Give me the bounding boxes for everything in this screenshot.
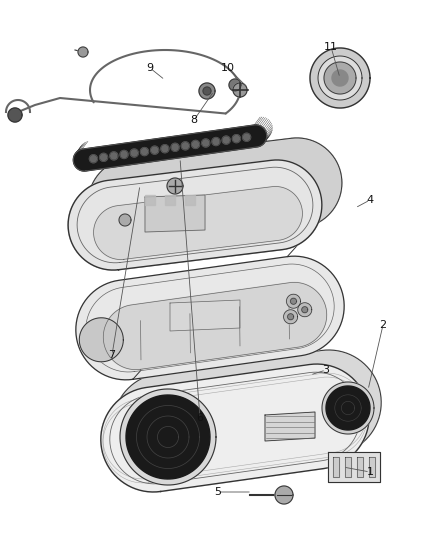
Polygon shape	[199, 83, 215, 99]
Polygon shape	[126, 395, 210, 479]
Polygon shape	[145, 195, 205, 232]
Text: 3: 3	[322, 365, 329, 375]
Polygon shape	[151, 146, 159, 154]
Polygon shape	[170, 300, 240, 331]
Text: 5: 5	[215, 487, 222, 497]
Polygon shape	[290, 298, 297, 304]
Polygon shape	[68, 138, 291, 270]
Polygon shape	[79, 318, 124, 362]
Text: 2: 2	[379, 320, 387, 330]
Polygon shape	[202, 139, 210, 147]
Polygon shape	[99, 154, 108, 161]
Polygon shape	[113, 350, 381, 478]
Polygon shape	[222, 136, 230, 144]
Polygon shape	[88, 138, 342, 248]
Polygon shape	[302, 306, 308, 313]
Polygon shape	[8, 108, 22, 122]
Text: 7: 7	[109, 350, 116, 360]
Polygon shape	[119, 214, 131, 226]
Polygon shape	[165, 195, 175, 205]
Polygon shape	[233, 83, 247, 97]
Polygon shape	[76, 256, 344, 380]
Polygon shape	[275, 486, 293, 504]
Polygon shape	[73, 125, 267, 171]
Polygon shape	[212, 138, 220, 146]
Polygon shape	[171, 143, 179, 151]
Polygon shape	[229, 79, 241, 91]
Polygon shape	[145, 195, 155, 205]
Polygon shape	[332, 70, 348, 86]
Polygon shape	[322, 382, 374, 434]
Polygon shape	[120, 150, 128, 158]
Polygon shape	[288, 314, 293, 320]
Polygon shape	[181, 142, 189, 150]
Polygon shape	[167, 178, 183, 194]
Polygon shape	[68, 160, 322, 270]
Polygon shape	[89, 155, 97, 163]
Polygon shape	[310, 48, 370, 108]
Text: 4: 4	[367, 195, 374, 205]
Text: 1: 1	[367, 467, 374, 477]
Polygon shape	[101, 374, 173, 492]
Polygon shape	[185, 195, 195, 205]
Polygon shape	[101, 364, 369, 492]
Text: 8: 8	[191, 115, 198, 125]
Polygon shape	[161, 350, 381, 491]
Polygon shape	[141, 148, 148, 156]
Text: 9: 9	[146, 63, 154, 73]
Polygon shape	[333, 457, 339, 477]
Polygon shape	[203, 87, 211, 95]
Polygon shape	[94, 187, 302, 260]
Polygon shape	[345, 457, 351, 477]
Polygon shape	[326, 386, 370, 430]
Polygon shape	[298, 303, 312, 317]
Polygon shape	[233, 135, 240, 143]
Text: 11: 11	[324, 42, 338, 52]
Polygon shape	[103, 282, 327, 369]
Polygon shape	[243, 133, 251, 141]
Text: 6: 6	[197, 413, 204, 423]
Polygon shape	[110, 152, 118, 160]
Polygon shape	[191, 140, 200, 148]
Polygon shape	[324, 62, 356, 94]
Polygon shape	[119, 138, 342, 270]
Polygon shape	[328, 452, 380, 482]
Polygon shape	[120, 389, 216, 485]
Polygon shape	[286, 294, 300, 308]
Polygon shape	[130, 149, 138, 157]
Polygon shape	[265, 412, 315, 441]
Polygon shape	[369, 457, 375, 477]
Polygon shape	[318, 56, 362, 100]
Text: 10: 10	[221, 63, 235, 73]
Polygon shape	[357, 457, 363, 477]
Polygon shape	[78, 47, 88, 57]
Polygon shape	[284, 310, 297, 324]
Polygon shape	[161, 145, 169, 153]
